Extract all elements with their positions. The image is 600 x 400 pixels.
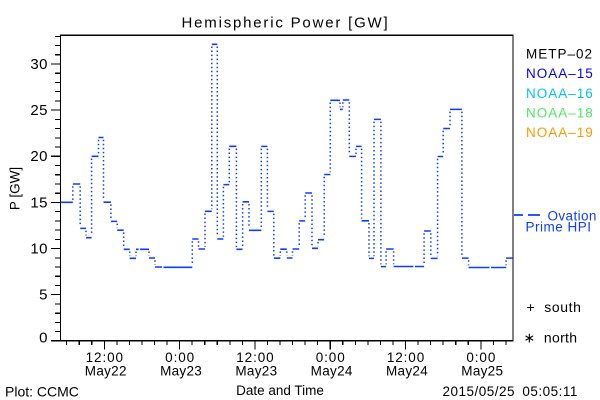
svg-text:Plot: CCMC: Plot: CCMC [5,384,79,400]
svg-text:∗ north: ∗ north [524,330,578,346]
svg-text:12:00: 12:00 [236,350,274,365]
svg-text:May25: May25 [461,364,503,379]
svg-text:15: 15 [30,194,48,211]
svg-text:May24: May24 [386,364,428,379]
svg-text:May22: May22 [85,364,127,379]
svg-text:NOAA–16: NOAA–16 [526,86,594,101]
svg-text:2015/05/25 05:05:11: 2015/05/25 05:05:11 [443,384,578,399]
svg-text:0:00: 0:00 [466,350,496,365]
svg-text:Prime HPI: Prime HPI [526,220,592,235]
svg-text:Hemispheric Power [GW]: Hemispheric Power [GW] [182,15,390,32]
svg-text:METP–02: METP–02 [526,47,593,62]
svg-text:12:00: 12:00 [387,350,425,365]
svg-text:NOAA–15: NOAA–15 [526,66,594,81]
svg-text:NOAA–19: NOAA–19 [526,125,594,140]
svg-text:0: 0 [39,329,48,346]
svg-text:0:00: 0:00 [165,350,195,365]
svg-text:20: 20 [30,148,48,165]
svg-text:May23: May23 [160,364,202,379]
svg-text:NOAA–18: NOAA–18 [526,105,594,120]
svg-text:May23: May23 [235,364,277,379]
svg-text:Ovation: Ovation [548,209,597,224]
svg-text:Date and Time: Date and Time [236,383,324,398]
svg-text:10: 10 [30,241,48,258]
svg-text:30: 30 [30,56,48,73]
svg-text:May24: May24 [311,364,353,379]
svg-text:5: 5 [39,287,48,304]
svg-text:25: 25 [30,102,48,119]
svg-text:P [GW]: P [GW] [8,167,23,210]
svg-text:12:00: 12:00 [86,350,124,365]
svg-text:+ south: + south [527,299,582,315]
svg-text:0:00: 0:00 [316,350,346,365]
